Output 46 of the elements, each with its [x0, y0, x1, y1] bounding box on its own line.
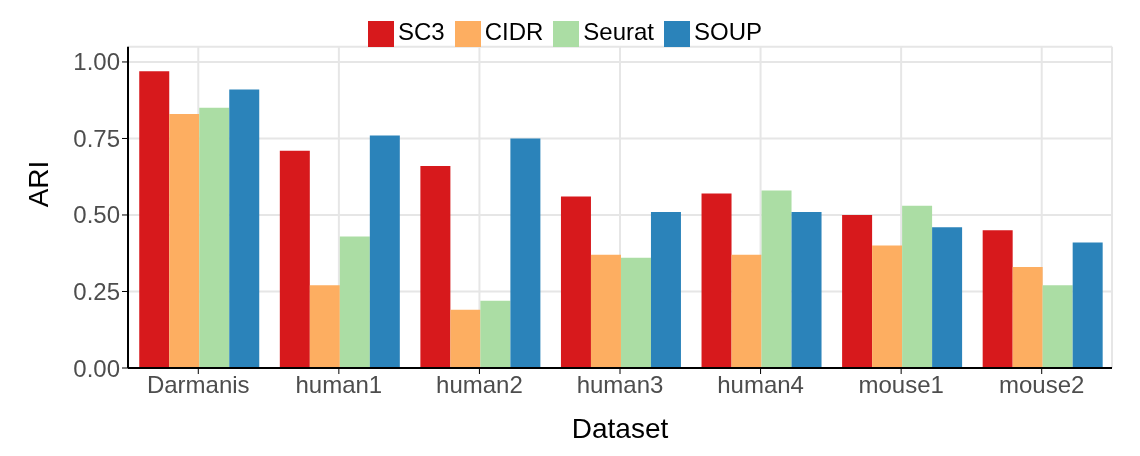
bar [369, 135, 400, 368]
bar [982, 230, 1013, 368]
bar [1042, 285, 1073, 368]
bar [902, 205, 933, 368]
bar [480, 300, 511, 368]
x-tick-label: human3 [576, 371, 664, 399]
legend-label: Seurat [583, 18, 655, 45]
y-tick-label: 0.50 [73, 201, 120, 229]
bar [279, 150, 310, 368]
bar [791, 211, 822, 368]
legend-label: CIDR [484, 18, 544, 45]
bar [420, 166, 451, 368]
bar [450, 309, 481, 368]
bar [510, 138, 541, 368]
bar [872, 245, 903, 368]
x-tick-label: Darmanis [146, 371, 250, 399]
bar [590, 254, 621, 368]
y-tick-label: 0.75 [73, 124, 120, 152]
bar [309, 285, 340, 368]
x-axis-title: Dataset [571, 413, 669, 444]
x-tick-label: human1 [295, 371, 383, 399]
bar [842, 214, 873, 368]
y-tick-label: 1.00 [73, 48, 120, 76]
bar [199, 107, 230, 368]
bar [229, 89, 260, 368]
y-tick-label: 0.00 [73, 354, 120, 382]
bar [731, 254, 762, 368]
bar [1072, 242, 1103, 368]
legend-label: SOUP [694, 18, 763, 45]
x-tick-label: mouse2 [999, 371, 1085, 399]
bar [761, 190, 792, 368]
x-tick-label: mouse1 [858, 371, 944, 399]
bar [560, 196, 591, 368]
x-tick-label: human2 [436, 371, 523, 399]
y-tick-label: 0.25 [73, 278, 120, 306]
bar [650, 211, 681, 368]
x-tick-label: human4 [717, 371, 804, 399]
bar [701, 193, 732, 368]
bar [1012, 267, 1043, 368]
bar [932, 227, 963, 368]
bar [339, 236, 370, 368]
y-axis-title: ARI [22, 160, 54, 208]
legend-label: SC3 [397, 18, 445, 45]
bar [139, 71, 170, 368]
bar [620, 257, 651, 368]
bar [169, 113, 200, 368]
